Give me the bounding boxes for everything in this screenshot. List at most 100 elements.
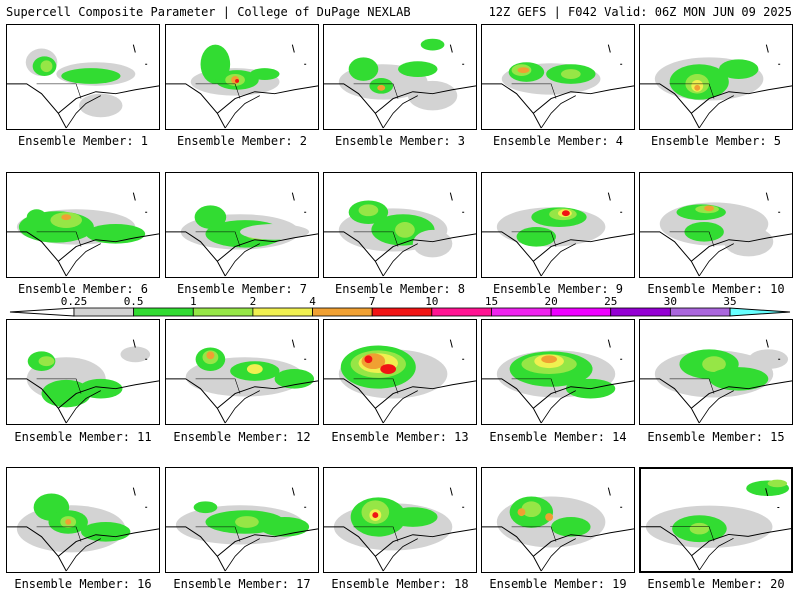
- scp-contour-fill: [259, 517, 310, 537]
- coastline-border: [224, 390, 260, 424]
- colorbar-segment: [431, 307, 492, 317]
- coastline-border: [324, 378, 476, 424]
- colorbar-segment: [491, 307, 552, 317]
- header: Supercell Composite Parameter | College …: [0, 0, 800, 22]
- scp-shading-map: [324, 339, 476, 424]
- colorbar-segment: [312, 307, 373, 317]
- coastline-border: [640, 83, 792, 129]
- ensemble-member-map: [165, 172, 319, 278]
- scp-contour-fill: [551, 517, 591, 537]
- scp-contour-fill: [545, 513, 554, 521]
- coastline-border: [540, 538, 576, 572]
- coastline-border: [540, 95, 576, 129]
- coastline-border: [224, 538, 260, 572]
- colorbar-segment: [73, 307, 135, 317]
- scp-contour-fill: [79, 93, 123, 118]
- coastline-border: [511, 83, 557, 99]
- scp-contour-fill: [377, 84, 386, 91]
- scp-contour-fill: [517, 508, 526, 517]
- scp-contour-fill: [120, 346, 151, 363]
- scp-contour-fill: [694, 84, 701, 91]
- scp-shading-map: [7, 44, 159, 129]
- coastline-border: [65, 390, 101, 424]
- coastline-border: [669, 83, 715, 99]
- scp-contour-fill: [420, 38, 445, 51]
- colorbar-segment: [192, 307, 254, 317]
- scp-contour-fill: [561, 210, 570, 217]
- colorbar-tick-label: 20: [544, 295, 557, 308]
- island-outline: [607, 192, 623, 213]
- member-label: Ensemble Member: 4: [492, 134, 624, 148]
- member-label: Ensemble Member: 15: [647, 430, 785, 444]
- ensemble-member-map: [639, 467, 793, 573]
- scp-contour-fill: [81, 521, 131, 542]
- coastline-border: [482, 526, 634, 572]
- scp-contour-fill: [689, 522, 710, 535]
- scp-contour-fill: [26, 209, 47, 225]
- island-outline: [449, 44, 465, 65]
- scp-contour-fill: [398, 61, 438, 77]
- colorbar-tick-label: 10: [425, 295, 438, 308]
- coastline-border: [640, 231, 792, 277]
- scp-contour-fill: [240, 224, 310, 240]
- ensemble-member-map: [6, 172, 160, 278]
- colorbar-legend: 0.25 0.5 1 2 4 7 10 15 20 25 30 35: [0, 292, 800, 322]
- scp-contour-fill: [541, 355, 558, 364]
- colorbar-tick-label: 0.25: [61, 295, 88, 308]
- coastline-border: [382, 538, 418, 572]
- scp-contour-fill: [193, 501, 218, 514]
- scp-shading-map: [7, 339, 159, 424]
- island-outline: [765, 339, 781, 360]
- coastline-border: [195, 378, 241, 394]
- scp-shading-map: [641, 479, 791, 571]
- coastline-border: [511, 378, 557, 394]
- coastline-border: [36, 378, 82, 394]
- coastline-border: [36, 231, 82, 247]
- colorbar-right-arrow: [729, 307, 791, 317]
- coastline-border: [699, 537, 734, 571]
- ensemble-member-map: [6, 467, 160, 573]
- island-outline: [449, 192, 465, 213]
- member-label: Ensemble Member: 16: [14, 577, 152, 591]
- coastline-border: [511, 231, 557, 247]
- run-info: 12Z GEFS | F042 Valid: 06Z MON JUN 09 20…: [488, 5, 792, 19]
- scp-contour-fill: [709, 367, 769, 391]
- scp-contour-fill: [767, 479, 788, 488]
- scp-shading-map: [166, 44, 318, 129]
- member-label: Ensemble Member: 6: [17, 282, 149, 296]
- ensemble-member-map: [165, 24, 319, 130]
- coastline-border: [640, 378, 792, 424]
- coastline-border: [641, 526, 791, 571]
- ensemble-member-map: [323, 24, 477, 130]
- member-label: Ensemble Member: 11: [14, 430, 152, 444]
- member-label: Ensemble Member: 19: [489, 577, 627, 591]
- member-label: Ensemble Member: 12: [173, 430, 311, 444]
- scp-contour-fill: [65, 519, 72, 525]
- member-label: Ensemble Member: 1: [17, 134, 149, 148]
- scp-contour-fill: [38, 356, 55, 367]
- scp-shading-map: [640, 44, 792, 129]
- scp-contour-fill: [517, 67, 530, 74]
- member-label: Ensemble Member: 2: [176, 134, 308, 148]
- colorbar-tick-label: 4: [309, 295, 316, 308]
- member-label: Ensemble Member: 13: [331, 430, 469, 444]
- coastline-border: [698, 95, 734, 129]
- scp-contour-fill: [748, 349, 789, 370]
- ensemble-member-map: [481, 319, 635, 425]
- coastline-border: [382, 95, 418, 129]
- scp-shading-map: [324, 192, 476, 277]
- scp-contour-fill: [235, 78, 240, 83]
- island-outline: [291, 487, 307, 508]
- scp-contour-fill: [407, 80, 458, 111]
- colorbar-svg: 0.25 0.5 1 2 4 7 10 15 20 25 30 35: [9, 295, 791, 317]
- scp-contour-fill: [704, 205, 715, 212]
- island-outline: [765, 192, 781, 213]
- ensemble-member-map: [639, 24, 793, 130]
- coastline-border: [540, 390, 576, 424]
- coastline-border: [353, 526, 399, 542]
- scp-contour-fill: [246, 364, 263, 374]
- member-label: Ensemble Member: 8: [334, 282, 466, 296]
- island-outline: [132, 192, 148, 213]
- coastline-border: [324, 231, 476, 277]
- ensemble-member-map: [6, 319, 160, 425]
